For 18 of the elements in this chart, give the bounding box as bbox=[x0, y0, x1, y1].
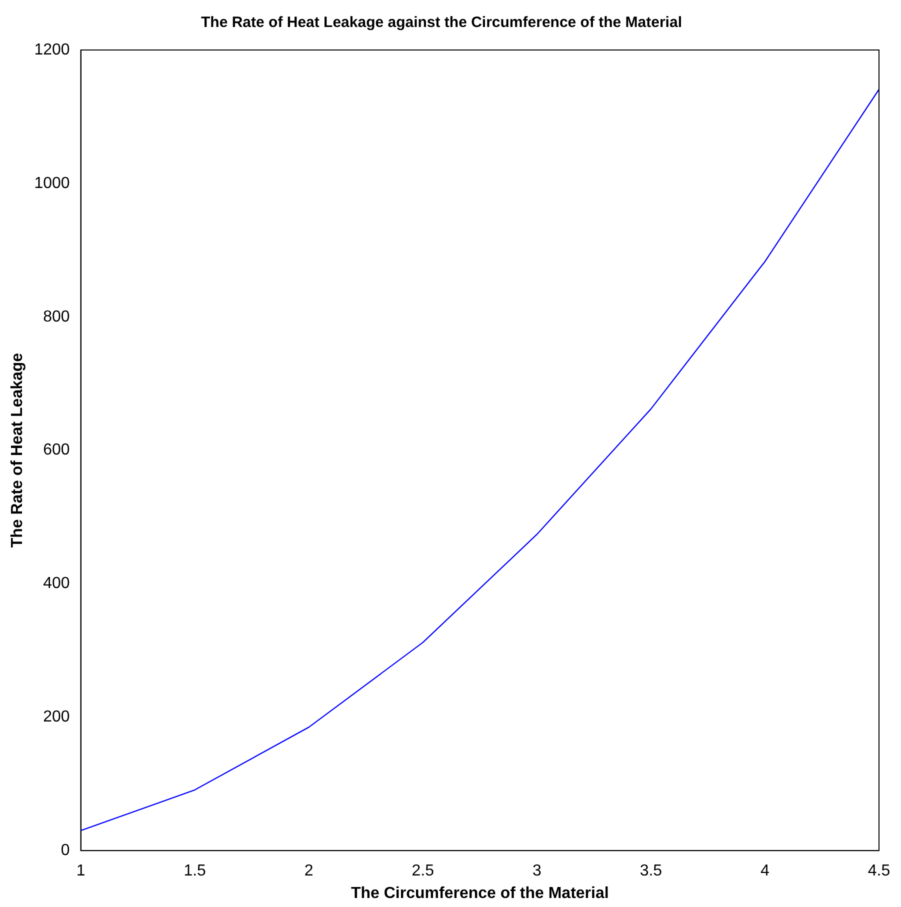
chart-title: The Rate of Heat Leakage against the Circumference of the Material bbox=[201, 14, 682, 32]
y-tick-label: 600 bbox=[43, 442, 70, 459]
y-axis-title: The Rate of Heat Leakage bbox=[9, 352, 26, 548]
x-tick-label: 1 bbox=[76, 862, 86, 880]
y-tick-label: 1200 bbox=[34, 41, 70, 58]
x-tick-label: 4 bbox=[760, 862, 770, 880]
x-tick-label: 3 bbox=[532, 862, 542, 880]
y-tick-label: 200 bbox=[43, 708, 70, 726]
x-tick-label: 4.5 bbox=[868, 862, 890, 880]
x-tick-label: 2 bbox=[304, 862, 314, 880]
x-tick-label: 1.5 bbox=[184, 862, 206, 880]
y-tick-label: 400 bbox=[43, 575, 70, 592]
x-tick-label: 3.5 bbox=[640, 862, 662, 880]
x-axis-title: The Circumference of the Material bbox=[350, 884, 609, 902]
y-tick-label: 1000 bbox=[34, 174, 70, 192]
x-tick-label: 2.5 bbox=[412, 862, 434, 880]
y-tick-label: 800 bbox=[43, 308, 70, 326]
y-tick-label: 0 bbox=[60, 842, 70, 860]
